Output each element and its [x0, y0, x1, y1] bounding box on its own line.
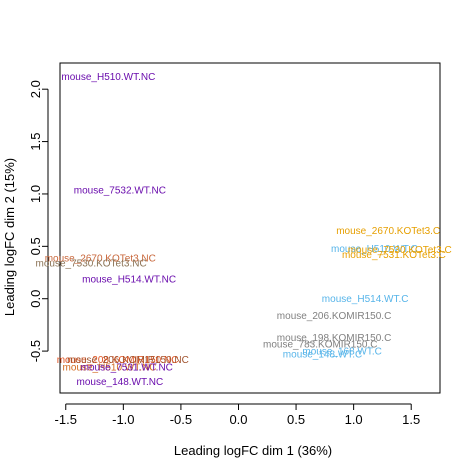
point-label: mouse_7532.WT.NC — [74, 185, 166, 196]
point-label: mouse_168.WT.C — [302, 347, 381, 358]
x-tick-label: 0.0 — [229, 412, 247, 427]
x-tick-label: -1.0 — [112, 412, 134, 427]
point-label: mouse_H510.WT.C — [331, 244, 418, 255]
point-label: mouse_H514.WT.NC — [82, 274, 176, 285]
y-tick-label: 1.0 — [28, 185, 43, 203]
point-label: mouse_148.WT.C — [283, 350, 362, 361]
point-label: mouse_783.KOMIR150.C — [263, 339, 378, 350]
x-axis-title: Leading logFC dim 1 (36%) — [174, 443, 332, 458]
x-tick-label: -0.5 — [170, 412, 192, 427]
plot-frame — [59, 62, 441, 394]
point-label: mouse_206.KOMIR150.C — [277, 311, 392, 322]
y-tick-label: -0.5 — [28, 340, 43, 362]
y-tick-label: 0.5 — [28, 237, 43, 255]
x-tick-label: 0.5 — [287, 412, 305, 427]
y-axis: -0.5 0.0 0.5 1.0 1.5 2.0 — [28, 80, 49, 362]
y-tick-label: 1.5 — [28, 133, 43, 151]
y-axis-title: Leading logFC dim 2 (15%) — [2, 158, 17, 316]
x-tick-label: 1.5 — [402, 412, 420, 427]
x-axis: -1.5 -1.0 -0.5 0.0 0.5 1.0 1.5 — [55, 403, 420, 427]
point-label: mouse_2670.KOTet3.NC — [45, 253, 156, 264]
point-label: mouse_7531.WT.NC — [81, 362, 173, 373]
plot-border — [59, 62, 441, 394]
point-label: mouse_H510.WT.NC — [61, 72, 155, 83]
point-label: mouse_7530.KOTet3.C — [348, 245, 452, 256]
point-label: mouse_H510.WT.NC — [63, 362, 157, 373]
point-label: mouse_148.WT.NC — [77, 377, 164, 388]
y-tick-label: 0.0 — [28, 290, 43, 308]
x-tick-label: 1.0 — [345, 412, 363, 427]
point-label: mouse_208.KOMIR150.NC — [57, 355, 179, 366]
point-label: mouse_H514.WT.C — [322, 294, 409, 305]
x-tick-label: -1.5 — [55, 412, 77, 427]
point-label: mouse_2670.KOTet3.C — [336, 226, 440, 237]
point-label: mouse_7531.KOTet3.C — [342, 250, 446, 261]
point-label: mouse_198.KOMIR150.C — [277, 333, 392, 344]
y-tick-label: 2.0 — [28, 80, 43, 98]
point-labels: mouse_H510.WT.NC mouse_7532.WT.NC mouse_26… — [36, 72, 452, 388]
point-label: mouse_206.KOMIR150.NC — [67, 355, 189, 366]
point-label: mouse_7530.KOTet3.NC — [36, 259, 147, 270]
